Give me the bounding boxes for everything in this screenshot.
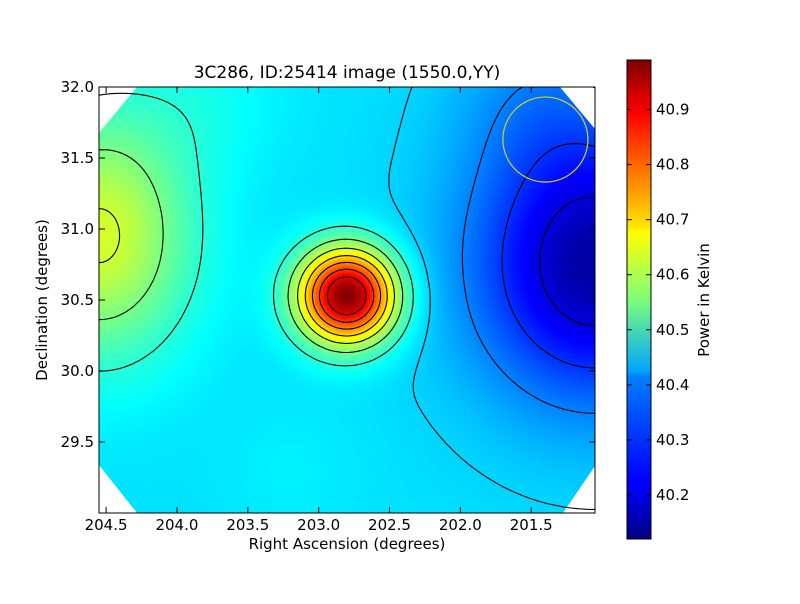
y-tick-label: 29.5: [61, 433, 94, 451]
y-tick-label: 31.5: [61, 149, 94, 167]
colorbar-ticks: 40.2 40.3 40.4 40.5 40.6 40.7 40.8 40.9: [627, 101, 689, 504]
contour-level-9: [311, 261, 382, 330]
colorbar-tick-label: 40.7: [656, 211, 689, 229]
colorbar-tick-label: 40.9: [656, 101, 689, 119]
x-tick-label: 202.0: [439, 516, 482, 534]
y-tick-label: 31.0: [61, 220, 94, 238]
chart-title: 3C286, ID:25414 image (1550.0,YY): [194, 63, 501, 83]
colorbar-label: Power in Kelvin: [695, 243, 713, 357]
contour-level-5: [99, 92, 414, 372]
colorbar-tick-label: 40.8: [656, 156, 689, 174]
y-axis-label: Declination (degrees): [33, 219, 51, 381]
y-tick-label: 30.0: [61, 362, 94, 380]
colorbar-tick-label: 40.4: [656, 376, 689, 394]
x-tick-label: 204.5: [85, 516, 128, 534]
y-axis-ticks: 29.5 30.0 30.5 31.0 31.5 32.0: [61, 78, 595, 451]
contour-level-4: [388, 87, 595, 510]
colorbar: [626, 59, 652, 540]
y-tick-label: 30.5: [61, 291, 94, 309]
x-tick-label: 204.0: [155, 516, 198, 534]
colorbar-tick-label: 40.6: [656, 266, 689, 284]
x-tick-label: 203.5: [226, 516, 269, 534]
contour-level-3: [461, 87, 595, 414]
contour-level-11: [326, 276, 367, 316]
x-axis-ticks: 204.5 204.0 203.5 203.0 202.5 202.0 201.5: [85, 87, 553, 534]
corner-mask-top-right: [560, 87, 595, 129]
colorbar-tick-label: 40.3: [656, 431, 689, 449]
colorbar-tick-label: 40.2: [656, 486, 689, 504]
heatmap-image: [99, 87, 595, 513]
x-tick-label: 201.5: [510, 516, 553, 534]
corner-mask-bottom-left: [99, 465, 137, 513]
colorbar-tick-label: 40.5: [656, 321, 689, 339]
contour-level-10: [318, 268, 375, 323]
contour-level-1: [539, 196, 595, 327]
x-tick-label: 203.0: [297, 516, 340, 534]
contour-level-7: [99, 208, 396, 344]
corner-mask-bottom-right: [563, 466, 595, 513]
x-axis-label: Right Ascension (degrees): [249, 535, 446, 553]
contour-level-6: [99, 149, 404, 354]
corner-mask-top-left: [99, 87, 137, 133]
y-tick-label: 32.0: [61, 78, 94, 96]
heatmap-area: [99, 87, 595, 513]
beam-circle: [502, 96, 589, 183]
x-tick-label: 202.5: [368, 516, 411, 534]
contour-lines: [99, 87, 595, 510]
contour-level-2: [501, 143, 595, 369]
contour-level-8: [304, 255, 388, 337]
